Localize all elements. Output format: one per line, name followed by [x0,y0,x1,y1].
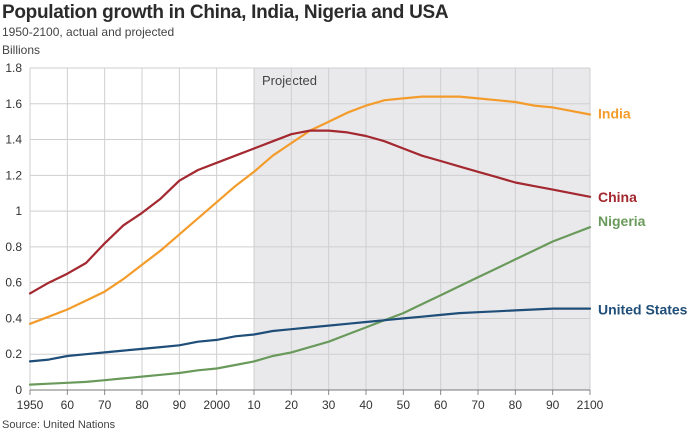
x-tick-label: 20 [285,398,299,412]
projected-label: Projected [262,73,317,88]
y-tick-label: 0 [15,383,22,397]
x-tick-label: 30 [322,398,336,412]
x-tick-label: 70 [471,398,485,412]
y-tick-label: 1.6 [5,97,22,111]
x-tick-label: 40 [359,398,373,412]
projected-region [254,68,590,390]
x-tick-label: 60 [61,398,75,412]
series-line-china [28,129,592,295]
series-label-india: India [598,106,631,122]
y-tick-label: 1.8 [5,61,22,75]
x-tick-label: 2100 [577,398,604,412]
x-tick-label: 50 [397,398,411,412]
x-tick-label: 80 [509,398,523,412]
series-label-nigeria: Nigeria [598,213,646,229]
y-tick-label: 1.2 [5,168,22,182]
series-label-united-states: United States [598,302,688,318]
chart-subtitle: 1950-2100, actual and projected [2,25,175,39]
series-label-china: China [598,189,637,205]
x-tick-label: 1950 [17,398,44,412]
x-tick-label: 80 [135,398,149,412]
series-line-united-states [28,307,592,363]
y-tick-label: 0.2 [5,347,22,361]
x-tick-label: 60 [434,398,448,412]
x-tick-label: 2000 [203,398,230,412]
x-tick-label: 90 [546,398,560,412]
y-tick-label: 1 [15,204,22,218]
y-tick-label: 0.6 [5,276,22,290]
y-tick-label: 0.8 [5,240,22,254]
chart-title: Population growth in China, India, Niger… [2,2,449,23]
y-axis-label: Billions [2,43,41,57]
y-tick-label: 1.4 [5,133,22,147]
x-tick-label: 10 [247,398,261,412]
series-lines [28,95,592,386]
series-labels: India China Nigeria United States [598,106,688,318]
series-line-nigeria [28,226,592,386]
axes: 1950 60 70 80 90 2000 10 20 30 40 50 60 70 80 90 2100 0 0… [5,61,603,412]
y-tick-label: 0.4 [5,311,22,325]
x-tick-label: 70 [98,398,112,412]
x-tick-label: 90 [173,398,187,412]
source-note: Source: United Nations [2,419,116,431]
